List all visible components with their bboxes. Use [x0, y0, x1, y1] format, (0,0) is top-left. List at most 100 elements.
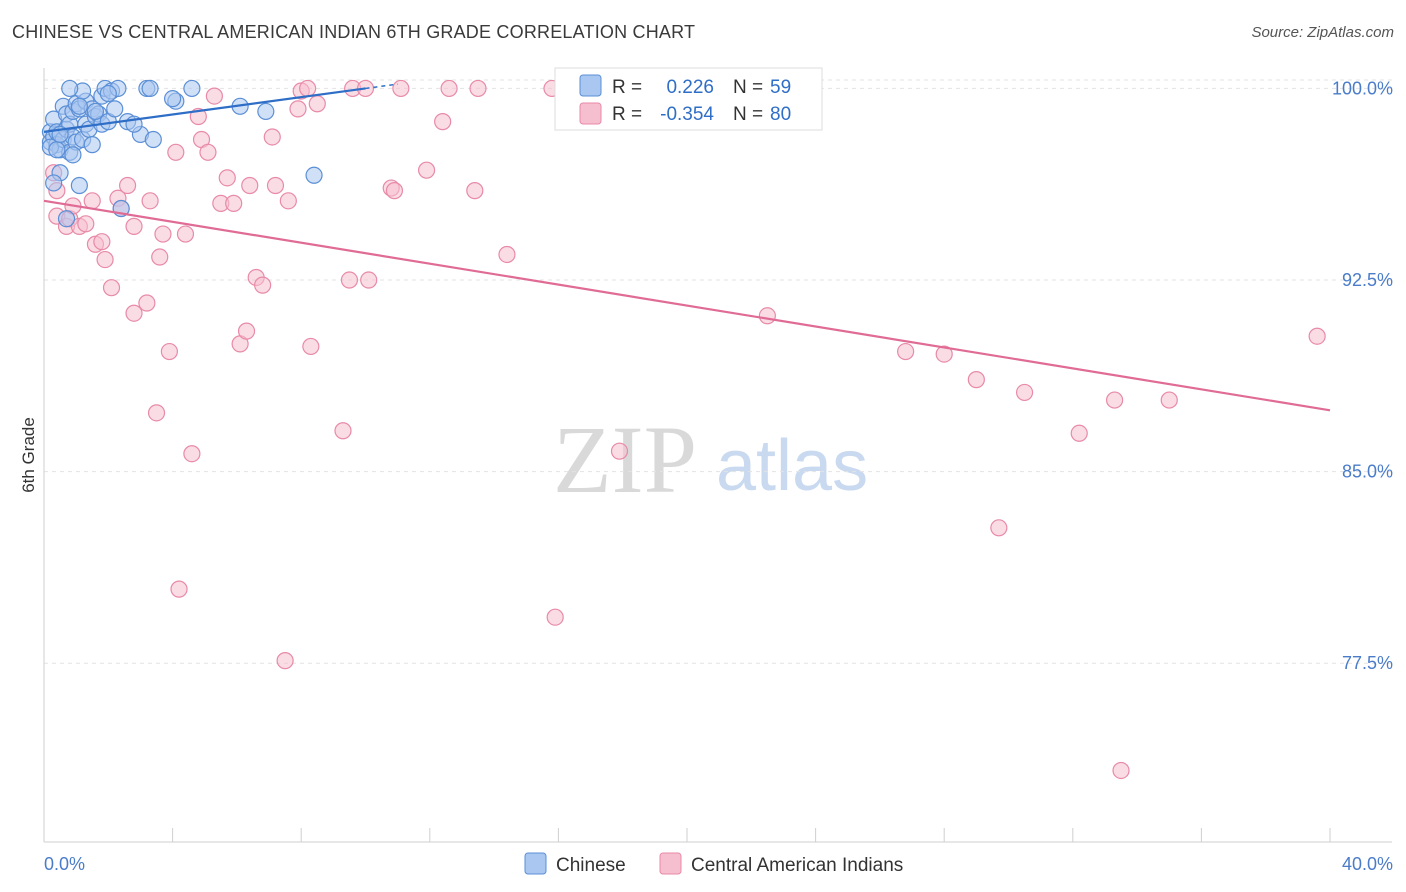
chinese-point	[57, 210, 76, 228]
bottom-legend: Chinese Central American Indians	[524, 852, 903, 876]
legend-n-label-cai: N =	[733, 104, 763, 125]
chinese-point	[70, 176, 88, 195]
cai-point	[93, 233, 111, 251]
series-chinese	[41, 79, 323, 228]
chinese-point	[48, 141, 66, 159]
cai-point	[199, 143, 217, 161]
bottom-legend-swatch-cai	[659, 852, 682, 875]
cai-point	[241, 176, 259, 195]
cai-point	[279, 192, 297, 210]
trend-line-cai	[43, 199, 1331, 412]
cai-point	[469, 79, 487, 98]
cai-point	[498, 245, 516, 264]
cai-point	[1070, 424, 1088, 442]
cai-point	[77, 215, 95, 233]
cai-point	[170, 580, 188, 598]
trend-lines	[43, 83, 1331, 412]
y-axis-label: 6th Grade	[19, 417, 38, 493]
cai-point	[289, 100, 307, 118]
legend-n-chinese: 59	[770, 77, 791, 98]
y-tick-label: 92.5%	[1342, 270, 1393, 290]
chinese-point	[141, 79, 159, 98]
cai-point	[610, 442, 629, 460]
legend-n-label-chinese: N =	[733, 77, 763, 98]
x-tick-label-min: 0.0%	[44, 854, 85, 874]
legend-r-cai: -0.354	[660, 104, 714, 125]
chinese-point	[64, 146, 82, 164]
chinese-point	[99, 84, 117, 103]
series-central-american-indians	[45, 79, 1326, 780]
cai-point	[176, 225, 195, 243]
y-tick-label: 85.0%	[1342, 462, 1393, 482]
legend-r-chinese: 0.226	[666, 77, 714, 98]
cai-point	[151, 248, 169, 266]
chinese-point	[183, 79, 201, 98]
cai-point	[340, 271, 359, 289]
x-tick-label-max: 40.0%	[1342, 854, 1393, 874]
cai-point	[266, 176, 285, 195]
chinese-point	[164, 90, 182, 108]
cai-point	[138, 294, 156, 312]
chinese-point	[83, 136, 101, 154]
cai-point	[897, 342, 915, 361]
cai-point	[434, 113, 452, 131]
watermark-atlas: atlas	[716, 426, 868, 506]
chinese-point	[257, 102, 275, 121]
cai-point	[225, 194, 243, 212]
chinese-point	[86, 102, 105, 121]
chinese-point	[70, 97, 88, 115]
cai-point	[118, 176, 137, 195]
cai-point	[360, 271, 378, 289]
trend-line-chinese	[43, 87, 366, 133]
x-tick-labels: 0.0% 40.0%	[44, 854, 1393, 874]
cai-point	[276, 652, 294, 670]
legend-swatch-chinese	[579, 74, 602, 97]
chinese-point	[305, 166, 323, 184]
cai-point	[1105, 391, 1124, 409]
grid	[44, 79, 1392, 664]
cai-point	[392, 79, 410, 98]
cai-point	[167, 143, 185, 161]
cai-point	[308, 95, 326, 113]
chart-source: Source: ZipAtlas.com	[1251, 24, 1394, 41]
cai-point	[299, 79, 317, 98]
chinese-point	[61, 79, 79, 98]
watermark-zip: ZIP	[553, 406, 697, 513]
legend: R = 0.226 N = 59 R = -0.354 N = 80	[554, 67, 823, 131]
cai-point	[237, 322, 256, 340]
cai-point	[1112, 761, 1130, 780]
cai-point	[154, 225, 172, 243]
cai-point	[205, 87, 223, 105]
axes	[43, 68, 1392, 843]
cai-point	[967, 371, 985, 389]
y-tick-label: 100.0%	[1332, 78, 1393, 98]
cai-point	[160, 342, 178, 361]
cai-point	[1160, 391, 1178, 409]
cai-point	[218, 169, 236, 187]
cai-point	[263, 128, 281, 146]
legend-swatch-cai	[579, 102, 602, 125]
cai-point	[1015, 383, 1034, 402]
cai-point	[102, 279, 121, 297]
cai-point	[334, 422, 352, 440]
trend-line-chinese-extension	[365, 83, 398, 90]
chinese-point	[45, 174, 63, 192]
legend-n-cai: 80	[770, 104, 791, 125]
legend-r-label-chinese: R =	[612, 77, 642, 98]
cai-point	[96, 250, 114, 269]
cai-point	[935, 345, 953, 363]
cai-point	[385, 182, 404, 200]
cai-point	[83, 192, 101, 210]
cai-point	[1308, 327, 1326, 345]
legend-r-label-cai: R =	[612, 104, 642, 125]
watermark: ZIP atlas	[553, 406, 868, 513]
bottom-legend-swatch-chinese	[524, 852, 547, 875]
cai-point	[758, 307, 776, 325]
cai-point	[990, 519, 1008, 537]
bottom-legend-label-cai: Central American Indians	[691, 855, 903, 876]
chinese-point	[106, 100, 124, 118]
chart-title: CHINESE VS CENTRAL AMERICAN INDIAN 6TH G…	[12, 22, 696, 42]
cai-point	[125, 304, 143, 322]
cai-point	[147, 404, 166, 422]
